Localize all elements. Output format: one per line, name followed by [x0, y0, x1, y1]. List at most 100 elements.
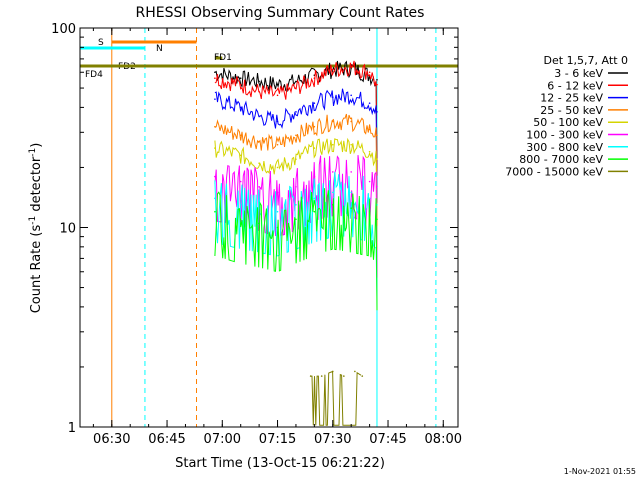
data-point-3-9	[376, 134, 378, 137]
data-point-7-5	[313, 210, 316, 213]
data-point-1-4	[295, 87, 297, 89]
data-point-1-2	[258, 90, 260, 93]
legend-label-0: 3 - 6 keV	[554, 67, 603, 80]
x-tick-label-0: 06:30	[93, 432, 130, 447]
data-point-3-3	[276, 143, 279, 146]
legend-label-6: 300 - 800 keV	[526, 141, 603, 154]
series-line-1	[214, 60, 378, 176]
plot-layer: SNFD1FD2FD4	[80, 28, 458, 427]
data-point-4-4	[295, 158, 297, 160]
data-point-1-5	[313, 77, 316, 80]
data-point-4-1	[239, 154, 242, 157]
flag-label-n: N	[156, 44, 163, 54]
y-axis-label: Count Rate (s-1 detector-1)	[28, 143, 44, 314]
data-point-6-5	[313, 197, 316, 200]
data-point-2-2	[258, 115, 260, 118]
data-point-5-9	[376, 185, 378, 188]
data-point-3-8	[368, 128, 371, 131]
data-point-7-9	[376, 218, 378, 221]
data-point-3-4	[295, 134, 297, 137]
data-point-6-6	[331, 191, 334, 194]
x-tick-label-5: 07:45	[369, 432, 406, 447]
data-point-6-4	[295, 203, 297, 206]
data-point-7-3	[276, 226, 279, 229]
data-point-5-1	[239, 180, 242, 183]
series-line-4	[214, 137, 378, 251]
legend-label-5: 100 - 300 keV	[526, 129, 603, 142]
data-point-5-5	[313, 175, 316, 178]
series-line-3	[214, 113, 378, 227]
data-point-8-1	[320, 375, 323, 377]
flag-label-s: S	[98, 38, 104, 48]
data-point-1-9	[376, 83, 378, 86]
data-point-8-2	[331, 370, 334, 373]
data-point-4-6	[331, 143, 334, 146]
data-point-1-8	[368, 71, 371, 74]
legend-header: Det 1,5,7, Att 0	[544, 54, 628, 67]
data-point-4-3	[276, 166, 279, 169]
data-point-0-2	[258, 80, 260, 83]
data-point-5-8	[368, 180, 371, 183]
x-tick-label-6: 08:00	[425, 432, 462, 447]
x-tick-label-1: 06:45	[148, 432, 185, 447]
data-point-8-3	[343, 375, 345, 377]
axes-layer: 06:30 06:45 07:00 07:15 07:30 07:45 08:00 1 10 10…	[51, 22, 462, 447]
data-point-0-1	[239, 77, 242, 80]
data-point-4-7	[350, 143, 352, 146]
legend-label-7: 800 - 7000 keV	[519, 153, 603, 166]
flag-label-fd4: FD4	[85, 70, 103, 80]
data-point-3-1	[239, 134, 242, 137]
data-point-7-8	[368, 210, 371, 213]
data-point-0-0	[214, 71, 216, 74]
data-point-1-7	[350, 65, 352, 68]
data-point-6-3	[276, 210, 279, 213]
legend-label-3: 25 - 50 keV	[540, 104, 603, 117]
data-point-7-7	[350, 207, 352, 209]
data-point-1-3	[276, 94, 279, 97]
data-point-2-8	[368, 102, 371, 104]
data-point-2-5	[313, 102, 316, 104]
data-point-2-9	[376, 111, 378, 113]
series-line-8	[310, 370, 362, 426]
legend-label-2: 12 - 25 keV	[540, 92, 603, 105]
data-point-4-0	[214, 147, 216, 149]
data-point-7-6	[331, 203, 334, 206]
flag-label-fd1: FD1	[214, 53, 232, 63]
timestamp: 1-Nov-2021 01:55	[564, 467, 636, 476]
data-point-4-8	[368, 150, 371, 153]
data-point-5-4	[295, 185, 297, 188]
legend-label-4: 50 - 100 keV	[533, 116, 603, 129]
data-point-2-4	[295, 111, 297, 113]
data-point-3-6	[331, 120, 334, 123]
data-point-7-2	[258, 222, 260, 225]
chart-title: RHESSI Observing Summary Count Rates	[136, 5, 425, 21]
data-point-7-1	[239, 218, 242, 221]
data-point-6-8	[368, 197, 371, 200]
data-point-2-7	[350, 94, 352, 97]
data-point-1-0	[214, 77, 216, 80]
data-point-3-5	[313, 125, 316, 128]
series-line-7	[214, 188, 378, 311]
x-tick-label-4: 07:30	[314, 432, 351, 447]
data-point-7-0	[214, 210, 216, 213]
data-point-7-4	[295, 218, 297, 221]
data-point-2-1	[239, 106, 242, 109]
data-point-3-0	[214, 125, 216, 128]
legend-label-8: 7000 - 15000 keV	[505, 165, 603, 178]
data-point-2-0	[214, 98, 216, 100]
data-point-6-7	[350, 191, 352, 194]
data-point-6-0	[214, 197, 216, 200]
data-point-4-9	[376, 158, 378, 160]
series-line-2	[214, 88, 378, 203]
x-axis-label: Start Time (13-Oct-15 06:21:22)	[175, 456, 385, 471]
data-point-5-6	[331, 171, 334, 173]
data-point-8-0	[309, 375, 312, 377]
y-tick-label-2: 100	[51, 22, 76, 37]
data-point-5-2	[258, 185, 260, 188]
data-point-5-0	[214, 175, 216, 178]
data-point-8-5	[361, 375, 364, 377]
x-tick-label-3: 07:15	[259, 432, 296, 447]
data-point-1-1	[239, 83, 242, 86]
data-point-2-3	[276, 120, 279, 123]
